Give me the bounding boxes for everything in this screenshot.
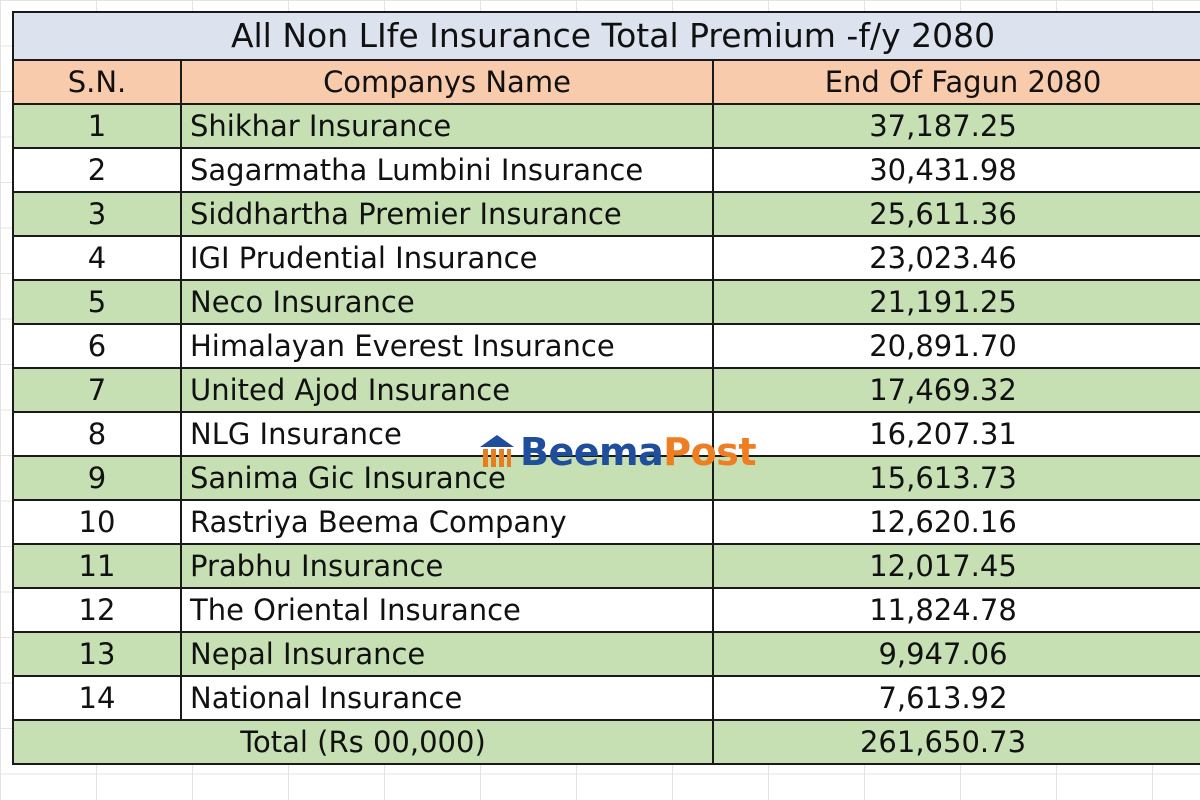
row-sn: 13 <box>12 631 182 677</box>
total-value: 261,650.73 <box>711 719 1200 765</box>
table-row: 1 Shikhar Insurance 37,187.25 <box>12 103 1200 149</box>
header-company-name: Companys Name <box>180 59 714 105</box>
row-sn: 14 <box>12 675 182 721</box>
row-company-name: United Ajod Insurance <box>180 367 714 413</box>
row-sn: 4 <box>12 235 182 281</box>
row-sn: 7 <box>12 367 182 413</box>
row-value: 21,191.25 <box>711 279 1200 325</box>
table-title: All Non LIfe Insurance Total Premium -f/… <box>11 11 1200 61</box>
row-company-name: Rastriya Beema Company <box>180 499 714 545</box>
total-label: Total (Rs 00,000) <box>12 719 714 765</box>
row-company-name: Prabhu Insurance <box>180 543 714 589</box>
row-company-name: Shikhar Insurance <box>180 103 714 149</box>
row-sn: 12 <box>12 587 182 633</box>
row-value: 20,891.70 <box>711 323 1200 369</box>
row-value: 7,613.92 <box>711 675 1200 721</box>
row-company-name: Siddhartha Premier Insurance <box>180 191 714 237</box>
row-value: 37,187.25 <box>711 103 1200 149</box>
row-company-name: Neco Insurance <box>180 279 714 325</box>
header-sn: S.N. <box>12 59 182 105</box>
title-row: All Non LIfe Insurance Total Premium -f/… <box>11 11 1200 61</box>
row-sn: 11 <box>12 543 182 589</box>
row-value: 15,613.73 <box>711 455 1200 501</box>
table-row: 2 Sagarmatha Lumbini Insurance 30,431.98 <box>12 147 1200 193</box>
table-row: 5 Neco Insurance 21,191.25 <box>12 279 1200 325</box>
row-value: 11,824.78 <box>711 587 1200 633</box>
row-sn: 8 <box>12 411 182 457</box>
table-row: 12 The Oriental Insurance 11,824.78 <box>12 587 1200 633</box>
row-sn: 5 <box>12 279 182 325</box>
row-company-name: NLG Insurance <box>180 411 714 457</box>
row-sn: 10 <box>12 499 182 545</box>
row-sn: 9 <box>12 455 182 501</box>
row-company-name: IGI Prudential Insurance <box>180 235 714 281</box>
header-row: S.N. Companys Name End Of Fagun 2080 <box>12 59 1200 105</box>
row-value: 12,017.45 <box>711 543 1200 589</box>
premium-table: All Non LIfe Insurance Total Premium -f/… <box>11 11 1200 765</box>
table-row: 7 United Ajod Insurance 17,469.32 <box>12 367 1200 413</box>
row-sn: 6 <box>12 323 182 369</box>
row-company-name: Sagarmatha Lumbini Insurance <box>180 147 714 193</box>
header-value: End Of Fagun 2080 <box>711 59 1200 105</box>
row-value: 17,469.32 <box>711 367 1200 413</box>
row-value: 30,431.98 <box>711 147 1200 193</box>
row-company-name: Sanima Gic Insurance <box>180 455 714 501</box>
table-row: 9 Sanima Gic Insurance 15,613.73 <box>12 455 1200 501</box>
row-value: 23,023.46 <box>711 235 1200 281</box>
table-row: 11 Prabhu Insurance 12,017.45 <box>12 543 1200 589</box>
row-value: 12,620.16 <box>711 499 1200 545</box>
row-value: 25,611.36 <box>711 191 1200 237</box>
row-company-name: The Oriental Insurance <box>180 587 714 633</box>
row-company-name: Himalayan Everest Insurance <box>180 323 714 369</box>
row-company-name: Nepal Insurance <box>180 631 714 677</box>
table-row: 3 Siddhartha Premier Insurance 25,611.36 <box>12 191 1200 237</box>
total-row: Total (Rs 00,000) 261,650.73 <box>12 719 1200 765</box>
row-sn: 3 <box>12 191 182 237</box>
row-sn: 2 <box>12 147 182 193</box>
row-sn: 1 <box>12 103 182 149</box>
table-row: 14 National Insurance 7,613.92 <box>12 675 1200 721</box>
table-row: 10 Rastriya Beema Company 12,620.16 <box>12 499 1200 545</box>
table-row: 4 IGI Prudential Insurance 23,023.46 <box>12 235 1200 281</box>
row-company-name: National Insurance <box>180 675 714 721</box>
table-row: 8 NLG Insurance 16,207.31 <box>12 411 1200 457</box>
table-row: 6 Himalayan Everest Insurance 20,891.70 <box>12 323 1200 369</box>
table-row: 13 Nepal Insurance 9,947.06 <box>12 631 1200 677</box>
row-value: 9,947.06 <box>711 631 1200 677</box>
row-value: 16,207.31 <box>711 411 1200 457</box>
